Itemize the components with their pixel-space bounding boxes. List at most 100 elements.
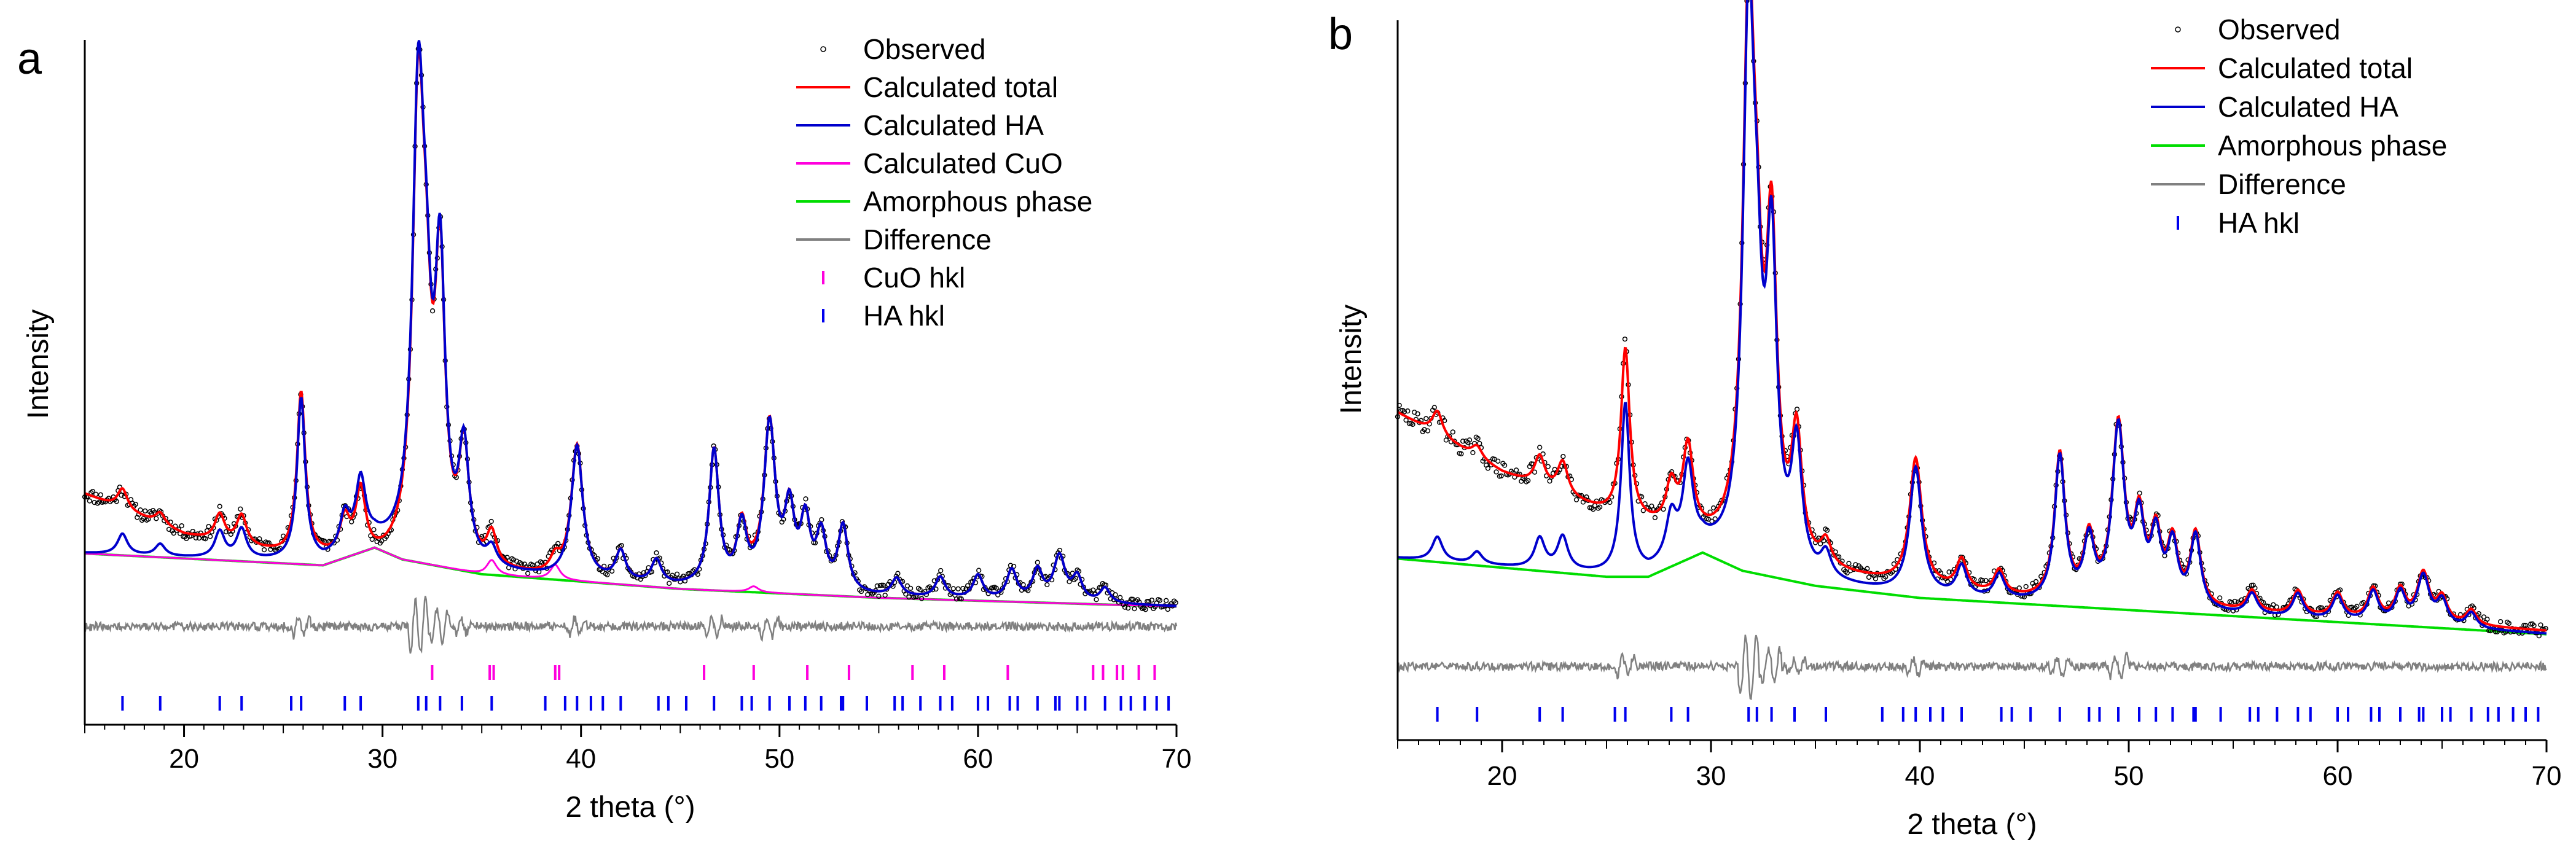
legend-item-difference: Difference [2151, 168, 2346, 200]
observed-point [993, 585, 999, 591]
observed-point [138, 507, 143, 513]
observed-point [1640, 508, 1646, 513]
panel-label: a [17, 34, 42, 84]
x-tick-label: 40 [566, 744, 596, 774]
observed-point [98, 492, 103, 497]
observed-point [133, 501, 138, 507]
legend-item-ha_hkl: HA hkl [2177, 207, 2300, 239]
observed-point [1477, 440, 1482, 447]
observed-point [1122, 604, 1128, 610]
legend: Observed Calculated total Calculated HA Cal… [796, 33, 1092, 332]
observed-point [1865, 566, 1870, 571]
observed-point [96, 499, 102, 505]
observed-point [1403, 417, 1409, 423]
observed-point [2506, 620, 2511, 626]
observed-point [1423, 416, 1429, 421]
legend-item-observed: Observed [820, 33, 985, 65]
observed-point [882, 592, 888, 598]
observed-point [1532, 469, 1538, 475]
legend-swatch [2175, 26, 2181, 33]
observed-point [1652, 515, 1658, 520]
observed-point [950, 586, 956, 591]
observed-point [2260, 599, 2266, 606]
observed-point [2023, 583, 2029, 590]
calculated-total-line [1397, 0, 2547, 632]
legend-item-difference: Difference [796, 224, 992, 255]
observed-point [1410, 421, 1415, 427]
observed-point [504, 555, 510, 560]
plot-area [1395, 0, 2548, 722]
y-axis-label: Intensity [22, 310, 55, 419]
observed-point [595, 556, 601, 561]
panel-label: b [1328, 10, 1353, 59]
calculated-cuo-line [84, 546, 1177, 608]
observed-point [1406, 421, 1412, 426]
observed-point [895, 571, 901, 576]
observed-point [143, 508, 148, 514]
x-tick-label: 30 [1696, 761, 1726, 791]
x-ticks: 20 30 40 50 60 70 [1397, 740, 2561, 791]
observed-point [1020, 582, 1026, 588]
observed-point [371, 527, 377, 532]
observed-point [1883, 574, 1889, 580]
observed-point [1573, 497, 1580, 502]
observed-point [2033, 579, 2039, 585]
observed-point [1073, 575, 1079, 581]
observed-point [1525, 478, 1531, 483]
observed-point [1425, 428, 1431, 434]
observed-point [1821, 538, 1826, 544]
observed-point [1661, 506, 1666, 512]
observed-point [2476, 611, 2481, 617]
legend-label: Calculated total [863, 71, 1058, 103]
observed-point [555, 540, 561, 547]
observed-point [1466, 437, 1473, 443]
observed-point [87, 498, 92, 504]
observed-point [1501, 462, 1508, 468]
observed-point [953, 596, 960, 602]
observed-point [1415, 411, 1420, 416]
observed-point [511, 557, 517, 563]
observed-point [2521, 622, 2527, 628]
x-axis-label: 2 theta (°) [1907, 808, 2037, 841]
observed-point [1818, 541, 1823, 547]
legend-item-calculated_total: Calculated total [796, 71, 1058, 103]
observed-point [179, 523, 184, 529]
legend-label: Difference [863, 224, 992, 255]
observed-point [1498, 473, 1504, 479]
legend-item-calculated_ha: Calculated HA [796, 109, 1044, 141]
observed-point [2538, 622, 2543, 628]
observed-point [1090, 587, 1096, 593]
legend-label: CuO hkl [863, 262, 965, 294]
observed-point [1164, 598, 1169, 603]
legend-item-cuo_hkl: CuO hkl [822, 262, 965, 294]
legend-label: Difference [2218, 168, 2346, 200]
ha-hkl-ticks [1436, 707, 2540, 722]
x-tick-label: 20 [169, 744, 199, 774]
observed-point [665, 569, 670, 575]
observed-point [488, 518, 494, 525]
legend-item-amorphous: Amorphous phase [2151, 130, 2447, 162]
observed-point [695, 571, 700, 577]
x-tick-label: 50 [2114, 761, 2144, 791]
x-ticks: 20 30 40 50 60 70 [84, 725, 1191, 774]
observed-point [609, 568, 615, 574]
observed-point [605, 572, 610, 577]
observed-point [90, 488, 96, 494]
observed-point [171, 530, 176, 536]
observed-point [874, 583, 880, 589]
legend-label: Amorphous phase [2218, 130, 2447, 162]
observed-point [223, 529, 229, 534]
observed-point [1597, 504, 1603, 510]
observed-point [1494, 469, 1499, 475]
legend-item-calculated_cuo: Calculated CuO [796, 147, 1063, 179]
ha-hkl-ticks [121, 696, 1170, 711]
observed-point [2249, 582, 2255, 588]
observed-point [1126, 605, 1131, 611]
amorphous-phase-line [1397, 551, 2547, 636]
legend-label: Calculated HA [2218, 91, 2398, 123]
observed-point [2498, 619, 2504, 625]
observed-point [2481, 614, 2487, 620]
cuo-hkl-ticks [431, 665, 1156, 680]
observed-point [261, 547, 267, 553]
observed-point [1794, 407, 1800, 412]
